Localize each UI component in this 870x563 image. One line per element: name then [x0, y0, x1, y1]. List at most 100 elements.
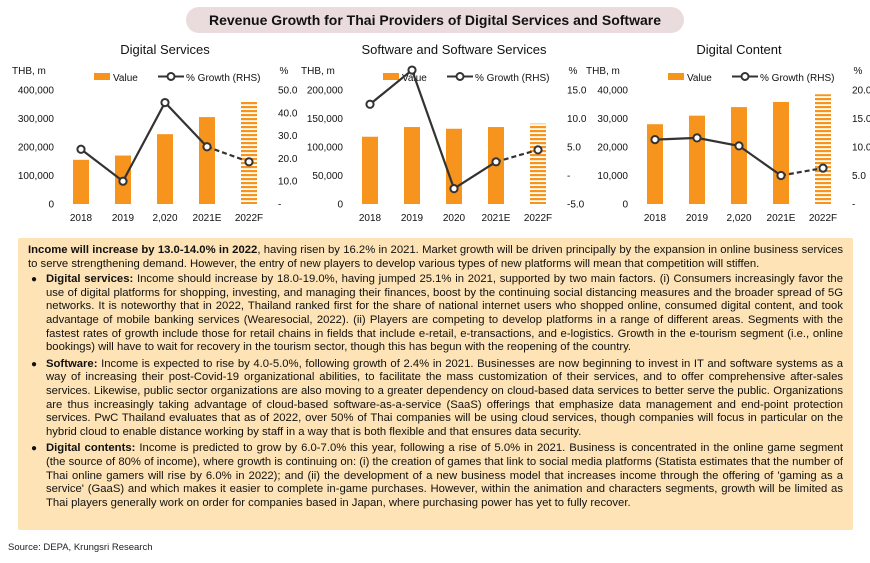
x-tick-label: 2018 — [359, 213, 382, 224]
growth-point — [244, 157, 254, 167]
left-tick-label: 40,000 — [597, 86, 628, 97]
x-tick-label: 2,020 — [726, 213, 751, 224]
right-tick-label: - — [567, 171, 570, 182]
bullet-software: Software: Income is expected to rise by … — [31, 357, 843, 440]
right-tick-label: - — [852, 200, 855, 211]
bar — [362, 136, 378, 204]
bar — [731, 107, 747, 204]
x-tick-label: 2019 — [112, 213, 135, 224]
right-tick-label: 30.0 — [278, 131, 298, 142]
right-tick-label: 10.0 — [278, 177, 298, 188]
growth-point — [533, 145, 543, 155]
main-title: Revenue Growth for Thai Providers of Dig… — [186, 7, 684, 33]
legend-line-label: % Growth (RHS) — [186, 73, 260, 84]
bar — [157, 134, 173, 204]
growth-line-forecast — [495, 148, 539, 163]
right-tick-label: 40.0 — [278, 108, 298, 119]
source-note: Source: DEPA, Krungsri Research — [8, 542, 153, 553]
left-tick-label: 30,000 — [597, 114, 628, 125]
bullet-body: Income is expected to rise by 4.0-5.0%, … — [46, 357, 843, 438]
left-tick-label: 100,000 — [18, 171, 55, 182]
chart-software: Software and Software Services THB, m% Val… — [297, 38, 587, 238]
legend-line-marker — [166, 72, 176, 81]
x-tick-label: 2,020 — [152, 213, 177, 224]
growth-point — [118, 176, 128, 186]
x-tick-label: 2021E — [767, 213, 796, 224]
legend-bar-label: Value — [687, 73, 712, 84]
growth-point — [491, 157, 501, 167]
intro-bold: Income will increase by 13.0-14.0% in 20… — [28, 244, 258, 256]
left-tick-label: 150,000 — [307, 114, 344, 125]
x-tick-label: 2022F — [809, 213, 837, 224]
left-tick-label: 400,000 — [18, 86, 55, 97]
x-tick-label: 2018 — [70, 213, 93, 224]
chart-digital-services: Digital Services THB, m% Value % Growth (RH… — [8, 38, 298, 238]
x-tick-label: 2019 — [686, 213, 709, 224]
growth-point — [449, 184, 459, 194]
right-axis-unit: % — [569, 66, 578, 77]
legend-bar-label: Value — [113, 73, 138, 84]
bullet-body: Income should increase by 18.0-19.0%, ha… — [46, 273, 844, 354]
left-tick-label: 10,000 — [597, 171, 628, 182]
bullet-head: Digital services: — [46, 273, 134, 286]
bullet-digital-services: Digital services: Income should increase… — [31, 273, 844, 355]
bar — [530, 123, 546, 204]
left-axis-unit: THB, m — [301, 66, 335, 77]
bar — [199, 117, 215, 204]
right-tick-label: 15.0 — [852, 114, 870, 125]
x-tick-label: 2022F — [235, 213, 263, 224]
growth-point — [776, 170, 786, 181]
right-tick-label: 15.0 — [567, 86, 587, 97]
right-tick-label: 50.0 — [278, 86, 298, 97]
growth-point — [818, 163, 828, 173]
growth-point — [202, 142, 212, 152]
legend-line-label: % Growth (RHS) — [760, 73, 834, 84]
legend-bar-swatch — [94, 73, 110, 80]
x-tick-label: 2021E — [193, 213, 222, 224]
bar — [404, 127, 420, 204]
left-tick-label: 0 — [622, 200, 628, 211]
growth-point — [407, 65, 417, 75]
bar — [689, 115, 705, 204]
right-tick-label: 20.0 — [852, 86, 870, 97]
right-tick-label: 10.0 — [567, 114, 587, 125]
right-axis-unit: % — [854, 66, 863, 77]
growth-point — [734, 141, 744, 151]
x-tick-label: 2020 — [443, 213, 466, 224]
left-tick-label: 100,000 — [307, 143, 344, 154]
bullet-digital-contents: Digital contents: Income is predicted to… — [31, 442, 843, 510]
left-tick-label: 20,000 — [597, 143, 628, 154]
left-tick-label: 300,000 — [18, 114, 55, 125]
growth-line-actual — [80, 100, 208, 183]
right-tick-label: 5.0 — [852, 171, 866, 182]
info-panel: Income will increase by 13.0-14.0% in 20… — [18, 238, 853, 530]
x-tick-label: 2018 — [644, 213, 667, 224]
chart-svg: Digital Services THB, m % Value % Growth (RH… — [12, 42, 298, 224]
growth-line-forecast — [780, 167, 824, 177]
growth-line-actual — [654, 136, 782, 177]
right-tick-label: 20.0 — [278, 154, 298, 165]
left-axis-unit: THB, m — [12, 66, 46, 77]
chart-digital-content: Digital Content THB, m% Value % Growth (RHS… — [582, 38, 870, 238]
bullet-list: Digital services: Income should increase… — [28, 273, 843, 510]
chart-title: Software and Software Services — [362, 42, 547, 57]
right-tick-label: 10.0 — [852, 143, 870, 154]
growth-point — [365, 99, 375, 109]
legend-bar-swatch — [668, 73, 684, 80]
bar — [73, 159, 89, 204]
left-tick-label: 50,000 — [312, 171, 343, 182]
right-axis-unit: % — [280, 66, 289, 77]
left-tick-label: 0 — [48, 200, 54, 211]
bar — [241, 101, 257, 204]
bullet-body: Income is predicted to grow by 6.0-7.0% … — [46, 442, 843, 509]
x-tick-label: 2022F — [524, 213, 552, 224]
legend-line-marker — [740, 72, 750, 81]
left-tick-label: 0 — [337, 200, 343, 211]
bar — [815, 94, 831, 204]
x-tick-label: 2021E — [482, 213, 511, 224]
legend-bar-swatch — [383, 73, 399, 80]
bullet-head: Digital contents: — [46, 442, 136, 455]
chart-title: Digital Content — [696, 42, 782, 57]
growth-point — [692, 133, 702, 143]
